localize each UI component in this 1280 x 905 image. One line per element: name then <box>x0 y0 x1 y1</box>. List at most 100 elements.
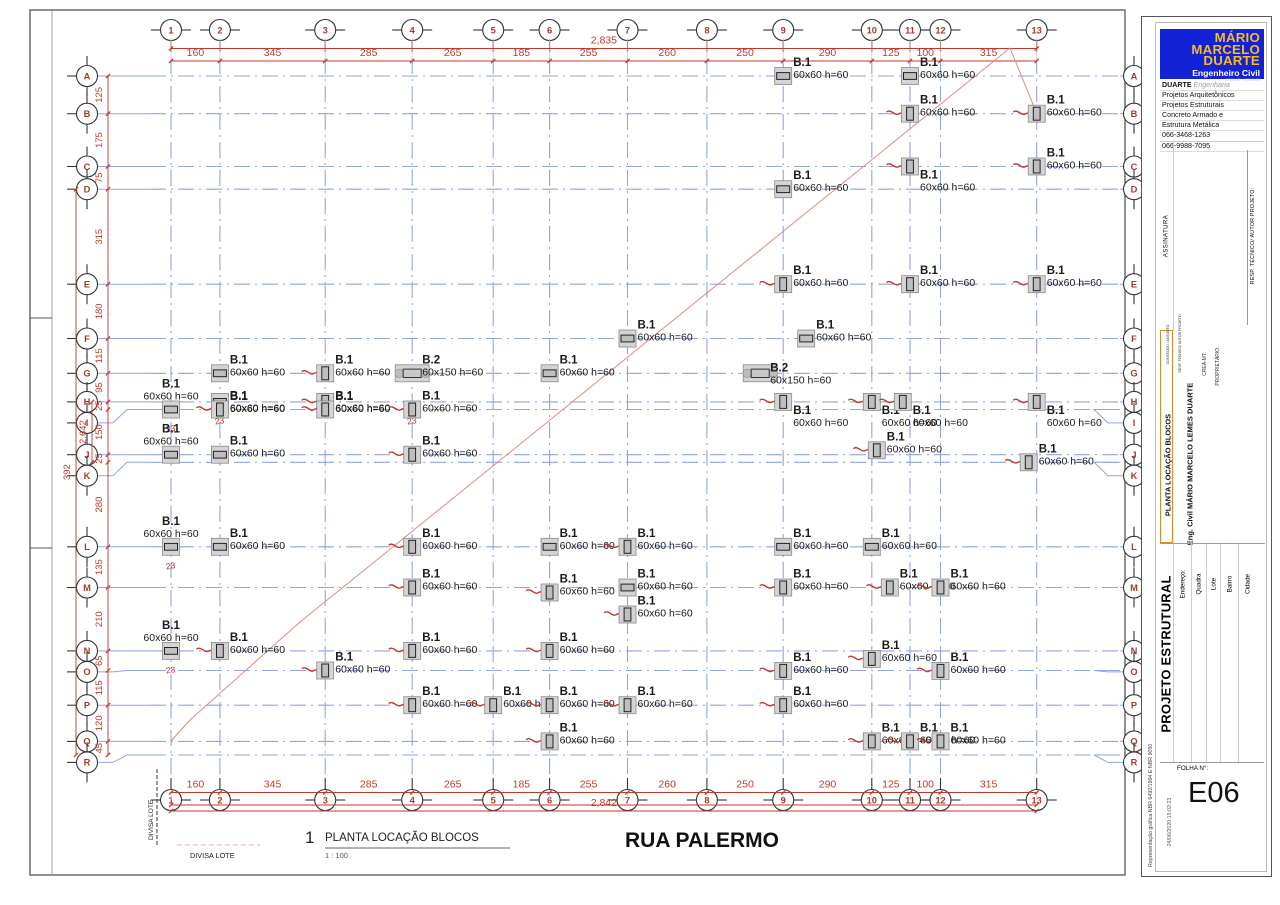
svg-text:DIVISA LOTE: DIVISA LOTE <box>148 799 155 840</box>
svg-text:60x60 h=60: 60x60 h=60 <box>560 644 615 656</box>
svg-text:B.1: B.1 <box>793 652 812 664</box>
svg-text:9: 9 <box>781 25 786 35</box>
svg-text:60x60 h=60: 60x60 h=60 <box>638 540 693 552</box>
svg-text:60x60 h=60: 60x60 h=60 <box>793 182 848 194</box>
svg-text:4: 4 <box>410 795 416 805</box>
svg-text:60x60 h=60: 60x60 h=60 <box>638 608 693 620</box>
svg-text:3: 3 <box>323 25 328 35</box>
svg-text:60x60 h=60: 60x60 h=60 <box>951 734 1006 746</box>
svg-text:160: 160 <box>187 47 205 59</box>
svg-text:285: 285 <box>360 779 378 791</box>
svg-text:G: G <box>1130 369 1137 379</box>
svg-text:285: 285 <box>360 47 378 59</box>
svg-text:115: 115 <box>94 348 105 363</box>
svg-text:6: 6 <box>547 25 552 35</box>
svg-text:180: 180 <box>94 303 105 319</box>
svg-text:B.1: B.1 <box>335 391 354 403</box>
svg-text:B.1: B.1 <box>422 686 441 698</box>
svg-text:60x60 h=60: 60x60 h=60 <box>422 698 477 710</box>
svg-text:B.1: B.1 <box>638 596 657 608</box>
svg-text:13: 13 <box>1032 25 1042 35</box>
svg-text:260: 260 <box>658 779 676 791</box>
svg-text:B.1: B.1 <box>422 436 441 448</box>
svg-text:B.1: B.1 <box>422 632 441 644</box>
svg-text:M: M <box>83 583 91 593</box>
svg-text:60x60 h=60: 60x60 h=60 <box>913 417 968 429</box>
svg-text:60x60 h=60: 60x60 h=60 <box>143 632 198 644</box>
svg-text:F: F <box>1131 334 1137 344</box>
svg-text:2,642: 2,642 <box>78 420 89 444</box>
svg-text:255: 255 <box>580 47 598 59</box>
svg-text:B.1: B.1 <box>793 265 812 277</box>
svg-text:B.2: B.2 <box>422 354 440 366</box>
svg-text:75: 75 <box>94 173 105 184</box>
svg-text:4: 4 <box>410 25 416 35</box>
svg-text:60x60 h=60: 60x60 h=60 <box>1047 160 1102 172</box>
svg-text:RUA PALERMO: RUA PALERMO <box>625 829 779 852</box>
svg-text:D: D <box>1131 185 1138 195</box>
svg-text:60x60 h=60: 60x60 h=60 <box>560 734 615 746</box>
svg-text:60x60 h=60: 60x60 h=60 <box>793 698 848 710</box>
svg-text:B.1: B.1 <box>816 320 835 332</box>
svg-text:B.1: B.1 <box>1047 95 1066 107</box>
svg-text:60x60 h=60: 60x60 h=60 <box>335 366 390 378</box>
svg-text:L: L <box>84 542 90 552</box>
svg-text:A: A <box>84 71 91 81</box>
svg-text:315: 315 <box>94 229 105 245</box>
svg-text:11: 11 <box>905 25 915 35</box>
svg-text:PLANTA LOCAÇÃO BLOCOS: PLANTA LOCAÇÃO BLOCOS <box>325 831 479 844</box>
svg-text:B.1: B.1 <box>887 431 906 443</box>
svg-text:B.1: B.1 <box>422 569 441 581</box>
svg-text:60x60 h=60: 60x60 h=60 <box>882 652 937 664</box>
svg-text:B.1: B.1 <box>951 652 970 664</box>
svg-text:P: P <box>1131 701 1137 711</box>
svg-text:B.1: B.1 <box>793 57 812 69</box>
svg-text:60x60 h=60: 60x60 h=60 <box>230 540 285 552</box>
svg-text:M: M <box>1130 583 1138 593</box>
svg-text:60x60 h=60: 60x60 h=60 <box>920 107 975 119</box>
svg-text:60x60 h=60: 60x60 h=60 <box>882 540 937 552</box>
svg-text:1: 1 <box>168 25 173 35</box>
svg-text:345: 345 <box>264 47 282 59</box>
svg-text:B.1: B.1 <box>793 528 812 540</box>
svg-text:B.1: B.1 <box>162 424 181 436</box>
svg-text:60x60 h=60: 60x60 h=60 <box>793 417 848 429</box>
svg-text:25: 25 <box>94 400 105 411</box>
svg-text:B.1: B.1 <box>793 569 812 581</box>
svg-text:L: L <box>1131 542 1137 552</box>
svg-text:60x60 h=60: 60x60 h=60 <box>143 436 198 448</box>
svg-text:60x60 h=60: 60x60 h=60 <box>560 366 615 378</box>
svg-text:B.1: B.1 <box>560 722 579 734</box>
svg-text:60x60 h=60: 60x60 h=60 <box>560 698 615 710</box>
svg-text:60x60 h=60: 60x60 h=60 <box>793 277 848 289</box>
svg-text:B.1: B.1 <box>162 620 181 632</box>
svg-text:60x60 h=60: 60x60 h=60 <box>793 581 848 593</box>
svg-text:160: 160 <box>187 779 205 791</box>
svg-text:B.1: B.1 <box>422 391 441 403</box>
svg-text:345: 345 <box>264 779 282 791</box>
svg-text:265: 265 <box>444 47 462 59</box>
svg-text:A: A <box>1131 71 1138 81</box>
svg-text:60x60 h=60: 60x60 h=60 <box>793 664 848 676</box>
svg-text:O: O <box>83 667 90 677</box>
svg-text:392: 392 <box>62 464 73 480</box>
svg-text:B.1: B.1 <box>638 569 657 581</box>
svg-text:2,835: 2,835 <box>591 35 617 47</box>
svg-text:60x60 h=60: 60x60 h=60 <box>422 403 477 415</box>
svg-text:280: 280 <box>94 497 105 513</box>
svg-text:I: I <box>1133 418 1136 428</box>
svg-text:B.1: B.1 <box>422 528 441 540</box>
svg-text:D: D <box>84 185 91 195</box>
svg-text:23: 23 <box>165 664 176 675</box>
svg-text:B.1: B.1 <box>882 640 901 652</box>
svg-text:60x60 h=60: 60x60 h=60 <box>1047 107 1102 119</box>
svg-text:60x60 h=60: 60x60 h=60 <box>887 443 942 455</box>
svg-text:65: 65 <box>94 655 105 666</box>
svg-text:B.1: B.1 <box>913 405 932 417</box>
svg-text:7: 7 <box>625 25 630 35</box>
svg-text:60x60 h=60: 60x60 h=60 <box>230 403 285 415</box>
svg-text:R: R <box>1131 758 1138 768</box>
svg-text:E: E <box>1131 280 1137 290</box>
svg-text:260: 260 <box>658 47 676 59</box>
svg-text:B.1: B.1 <box>882 722 901 734</box>
